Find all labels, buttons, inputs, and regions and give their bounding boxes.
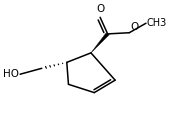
Text: CH3: CH3	[147, 18, 167, 28]
Text: HO: HO	[3, 69, 19, 79]
Polygon shape	[91, 33, 109, 53]
Text: O: O	[96, 4, 104, 14]
Text: O: O	[130, 22, 138, 32]
